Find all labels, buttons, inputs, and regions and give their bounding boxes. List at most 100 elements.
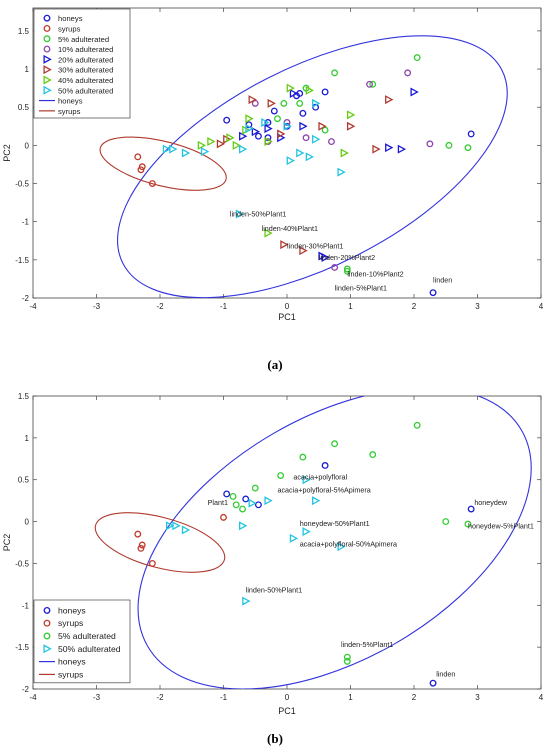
legend-label: syrups	[58, 107, 81, 116]
chart-panel-a: -4 -3 -2 -1 0 1 2 3 4 -2 -1.5 -1 -0.5 0 0.5 1 1.5 PC1 PC2 l…	[2, 7, 544, 322]
annotation-label: linden-50%Plant1	[246, 586, 302, 595]
x-tick-label: 3	[475, 302, 480, 311]
data-point	[200, 146, 210, 156]
chart-panel-b: -4 -3 -2 -1 0 1 2 3 4 -2 -1.5 -1 -0.5 0 0.5 1 1.5 PC1 PC2 P…	[2, 392, 544, 716]
series-syrups	[134, 513, 227, 567]
legend-marker	[43, 632, 51, 640]
data-point	[286, 83, 295, 93]
data-point	[413, 421, 421, 429]
x-tick-label: 0	[285, 693, 290, 702]
data-point	[385, 143, 394, 153]
data-point	[251, 99, 259, 107]
series-50-adulterated	[165, 475, 346, 606]
x-tick-label: 3	[475, 693, 480, 702]
data-point	[369, 451, 377, 459]
x-tick-label: 2	[412, 693, 417, 702]
legend-label: syrups	[58, 24, 81, 33]
data-point	[261, 117, 270, 127]
data-point	[429, 679, 437, 687]
data-point	[296, 148, 305, 158]
data-point	[270, 107, 278, 115]
data-point	[321, 462, 329, 469]
legend-marker	[43, 35, 51, 43]
data-point	[169, 144, 178, 154]
y-tick-label: -1.5	[15, 256, 29, 265]
data-point	[385, 95, 394, 105]
data-point	[264, 124, 273, 134]
y-tick-label: -0.5	[15, 559, 29, 568]
data-point	[239, 521, 248, 531]
y-tick-label: 1.5	[18, 392, 30, 401]
data-point	[302, 475, 311, 485]
legend-marker	[43, 25, 51, 32]
data-point	[274, 115, 281, 123]
y-tick-label: 0.5	[18, 103, 30, 112]
data-point	[289, 88, 299, 98]
data-point	[426, 140, 434, 148]
y-tick-label: -1	[22, 601, 30, 610]
data-point	[299, 453, 307, 461]
data-point	[229, 493, 237, 500]
data-point	[280, 240, 289, 250]
syrups-ellipse	[94, 512, 226, 573]
data-point	[305, 152, 314, 162]
legend-marker	[43, 644, 52, 654]
y-tick-label: -1.5	[15, 643, 29, 652]
legend-label: 40% adulterated	[58, 76, 113, 85]
data-point	[442, 518, 450, 526]
data-point	[242, 596, 251, 606]
x-tick-label: 4	[539, 302, 544, 311]
x-tick-label: -2	[156, 302, 164, 311]
series-5-adulterated	[229, 421, 472, 665]
data-point	[464, 144, 472, 152]
data-point	[321, 253, 330, 263]
annotation-label: acacia+polyfloral-50%Apimera	[300, 540, 397, 549]
data-point	[165, 521, 175, 531]
legend-marker	[43, 85, 52, 95]
data-point	[264, 496, 273, 506]
legend-label: 10% adulterated	[58, 45, 113, 54]
annotation-label: linden-20%Plant2	[319, 253, 375, 262]
annotation-label: honeydew-50%Plant1	[300, 519, 370, 528]
data-point	[148, 559, 156, 567]
data-point	[343, 657, 351, 665]
data-point	[251, 127, 261, 137]
annotation-label: honeydew	[474, 498, 508, 507]
legend-marker	[43, 619, 51, 627]
data-point	[283, 121, 292, 131]
data-point	[445, 141, 453, 149]
data-point	[277, 129, 286, 139]
x-tick-label: 1	[348, 302, 353, 311]
legend-marker	[43, 54, 52, 64]
data-point	[264, 137, 273, 147]
y-tick-label: -2	[22, 685, 30, 694]
data-point	[207, 137, 216, 147]
data-point	[239, 505, 246, 513]
x-tick-label: -4	[29, 302, 37, 311]
x-tick-label: 1	[348, 693, 353, 702]
data-point	[223, 116, 231, 124]
legend-label: honeys	[58, 97, 83, 106]
data-point	[369, 80, 377, 88]
annotation-label: linden	[433, 276, 452, 285]
legend-label: honeys	[58, 657, 86, 667]
plot-area: linden-50%Plant1 linden-40%Plant1 linden-3…	[99, 35, 508, 298]
data-point	[299, 121, 308, 131]
legend-label: 5% adulterated	[58, 631, 116, 641]
x-tick-label: -1	[220, 693, 228, 702]
data-point	[137, 166, 145, 174]
data-point	[464, 520, 472, 528]
data-point	[280, 99, 288, 107]
x-axis-label: PC1	[278, 706, 296, 716]
data-point	[305, 85, 314, 95]
y-tick-label: -0.5	[15, 180, 29, 189]
data-point	[138, 541, 146, 549]
annotation-label: linden-5%Plant1	[341, 640, 393, 649]
y-tick-label: 0	[25, 518, 30, 527]
data-point	[216, 139, 226, 149]
data-point	[299, 246, 308, 256]
data-point	[264, 119, 272, 126]
data-point	[397, 144, 407, 154]
x-tick-label: 0	[285, 302, 290, 311]
legend-marker	[43, 606, 51, 614]
